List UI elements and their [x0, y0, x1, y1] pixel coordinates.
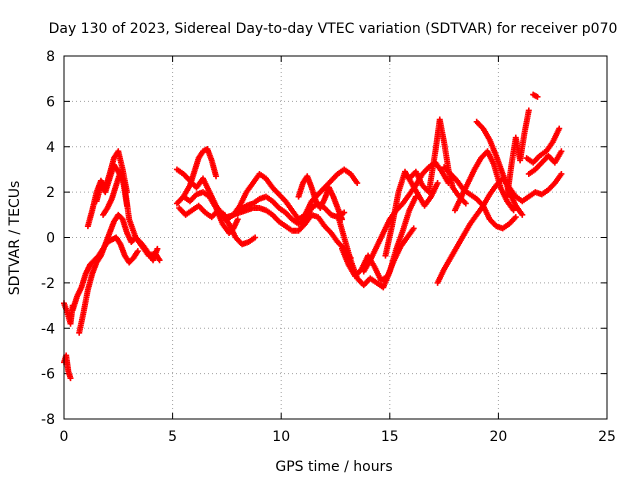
data-series	[61, 352, 74, 382]
data-point	[67, 375, 74, 382]
data-point	[510, 207, 517, 214]
y-tick-label: -2	[41, 276, 55, 292]
data-point	[410, 225, 417, 232]
data-series	[180, 146, 220, 200]
data-point	[512, 214, 519, 221]
x-tick-label: 25	[598, 429, 616, 445]
data-point	[558, 148, 565, 155]
x-tick-label: 20	[489, 429, 507, 445]
data-point	[354, 180, 361, 187]
data-point	[234, 216, 241, 223]
y-tick-label: 4	[46, 140, 55, 156]
data-series	[525, 148, 565, 177]
data-series	[176, 202, 228, 221]
x-tick-label: 0	[60, 429, 69, 445]
data-series	[523, 125, 563, 166]
data-point	[556, 125, 563, 132]
data-series	[339, 225, 417, 284]
y-axis-label: SDTVAR / TECUs	[7, 181, 23, 296]
y-tick-label: 2	[46, 185, 55, 201]
y-tick-label: -6	[41, 367, 55, 383]
data-series	[76, 211, 163, 336]
y-tick-label: 0	[46, 231, 55, 247]
x-tick-label: 10	[272, 429, 290, 445]
data-series	[295, 173, 346, 223]
data-point	[156, 257, 163, 264]
data-series	[504, 107, 532, 200]
data-point	[519, 211, 526, 218]
data-series	[451, 148, 517, 214]
data-series	[530, 91, 541, 100]
data-markers	[61, 91, 565, 382]
data-point	[134, 248, 141, 255]
x-tick-label: 15	[381, 429, 399, 445]
data-point	[462, 200, 469, 207]
data-point	[154, 245, 161, 252]
data-series	[473, 118, 526, 218]
y-tick-label: 8	[46, 49, 55, 65]
axis-ticks: 0 5 10 15 20 25 -8 -6 -4 -2 0 2 4 6 8	[41, 49, 616, 445]
plot-frame	[63, 55, 608, 420]
y-tick-label: -4	[41, 321, 55, 337]
data-point	[534, 93, 541, 100]
data-point	[525, 107, 532, 114]
y-tick-label: -8	[41, 412, 55, 428]
data-point	[252, 234, 259, 241]
data-series	[406, 116, 469, 207]
data-series	[441, 164, 519, 232]
chart-title: Day 130 of 2023, Sidereal Day-to-day VTE…	[49, 21, 618, 37]
data-series	[230, 205, 354, 261]
data-point	[558, 170, 565, 177]
data-series	[100, 168, 161, 264]
data-point	[434, 180, 441, 187]
y-tick-label: 6	[46, 94, 55, 110]
data-point	[213, 173, 220, 180]
x-tick-label: 5	[168, 429, 177, 445]
x-axis-label: GPS time / hours	[275, 459, 392, 475]
